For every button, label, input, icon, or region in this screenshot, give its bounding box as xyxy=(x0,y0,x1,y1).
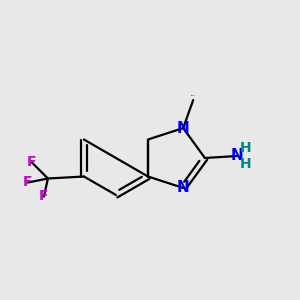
Text: methyl: methyl xyxy=(191,95,196,96)
Text: F: F xyxy=(23,176,33,190)
Text: N: N xyxy=(177,121,190,136)
Text: H: H xyxy=(240,141,252,155)
Text: F: F xyxy=(39,190,49,203)
Text: N: N xyxy=(231,148,243,164)
Text: F: F xyxy=(27,155,37,170)
Text: H: H xyxy=(240,157,252,171)
Text: N: N xyxy=(177,180,190,195)
